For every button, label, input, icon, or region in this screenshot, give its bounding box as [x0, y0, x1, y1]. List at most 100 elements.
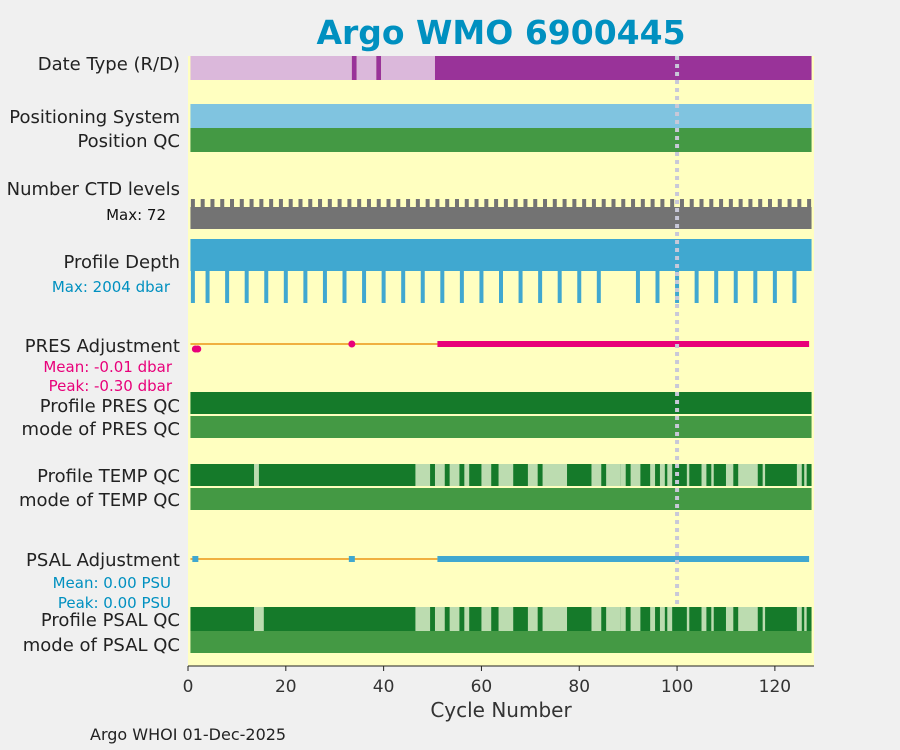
ctd-level-spike — [631, 199, 636, 209]
profile-temp-qc-segment — [498, 464, 514, 486]
ctd-level-spike — [777, 199, 782, 209]
psal-peak-annotation: Peak: 0.00 PSU — [58, 594, 171, 612]
psal-mean-annotation: Mean: 0.00 PSU — [53, 574, 171, 592]
ctd-level-spike — [689, 199, 694, 209]
row-label: Profile PRES QC — [40, 396, 180, 417]
ctd-level-spike — [210, 199, 215, 209]
ctd-level-spike — [366, 199, 371, 209]
ctd-level-spike — [543, 199, 548, 209]
x-tick-label: 0 — [183, 677, 194, 697]
profile-psal-qc-segment — [659, 607, 665, 631]
profile-psal-qc-segment — [804, 607, 807, 631]
ctd-level-spike — [503, 199, 508, 209]
profile-psal-qc-segment — [738, 607, 758, 631]
profile-psal-qc-segment — [415, 607, 431, 631]
pres-adjustment-point — [348, 340, 356, 348]
ctd-level-spike — [748, 199, 753, 209]
profile-psal-qc-segment — [449, 607, 460, 631]
profile-depth-spike — [283, 269, 288, 303]
ctd-level-spike — [611, 199, 616, 209]
ctd-level-spike — [347, 199, 352, 209]
profile-psal-qc-segment — [254, 607, 264, 631]
profile-temp-qc-segment — [686, 464, 690, 486]
x-axis-label: Cycle Number — [430, 698, 572, 722]
profile-psal-qc-segment — [498, 607, 514, 631]
profile-depth-spike — [303, 269, 308, 303]
row-label: mode of PSAL QC — [23, 635, 180, 656]
ctd-level-spike — [239, 199, 244, 209]
profile-psal-qc-segment — [711, 607, 714, 631]
profile-psal-qc-segment — [591, 607, 602, 631]
row-label: mode of PRES QC — [22, 419, 180, 440]
profile-psal-qc-segment — [481, 607, 492, 631]
data-mode-segment — [356, 56, 377, 80]
profile-depth-spike — [362, 269, 367, 303]
profile-temp-qc-segment — [711, 464, 714, 486]
ctd-max-annotation: Max: 72 — [106, 206, 166, 224]
data-mode-segment — [434, 56, 812, 80]
ctd-level-spike — [484, 199, 489, 209]
x-tick-label: 60 — [471, 677, 493, 697]
ctd-level-spike — [190, 199, 195, 209]
mode-temp-qc-bar — [190, 488, 812, 510]
profile-depth-spike — [401, 269, 406, 303]
profile-temp-qc-segment — [620, 464, 626, 486]
ctd-level-spike — [200, 199, 205, 209]
ctd-level-spike — [738, 199, 743, 209]
ctd-level-spike — [709, 199, 714, 209]
ctd-level-spike — [435, 199, 440, 209]
profile-depth-spike — [499, 269, 503, 303]
profile-temp-qc-segment — [667, 464, 673, 486]
ctd-level-spike — [494, 199, 499, 209]
ctd-level-spike — [728, 199, 733, 209]
ctd-level-spike — [767, 199, 772, 209]
profile-depth-spike — [322, 269, 327, 303]
row-label: Positioning System — [9, 107, 180, 128]
row-label: Number CTD levels — [7, 179, 180, 200]
mode-psal-qc-bar — [190, 631, 812, 653]
profile-temp-qc-segment — [481, 464, 492, 486]
x-tick-label: 80 — [568, 677, 590, 697]
ctd-level-spike — [670, 199, 675, 209]
profile-temp-qc-segment — [606, 464, 621, 486]
profile-psal-qc-segment — [650, 607, 656, 631]
profile-depth-spike — [205, 269, 210, 303]
row-label: Profile TEMP QC — [37, 466, 180, 487]
ctd-level-spike — [533, 199, 538, 209]
profile-depth-spike — [518, 269, 523, 303]
ctd-level-spike — [415, 199, 420, 209]
ctd-level-spike — [425, 199, 430, 209]
profile-psal-qc-segment — [527, 607, 538, 631]
ctd-level-spike — [298, 199, 303, 209]
profile-psal-qc-segment — [701, 607, 707, 631]
ctd-levels-base — [190, 207, 812, 229]
ctd-level-spike — [797, 199, 802, 209]
ctd-level-spike — [454, 199, 459, 209]
depth-max-annotation: Max: 2004 dbar — [52, 278, 171, 296]
psal-adjustment-point — [192, 556, 199, 562]
profile-temp-qc-segment — [659, 464, 665, 486]
profile-temp-qc-segment — [415, 464, 431, 486]
ctd-level-spike — [308, 199, 313, 209]
psal-adjustment-point — [348, 556, 355, 562]
ctd-level-spike — [386, 199, 391, 209]
profile-pres-qc-bar — [190, 392, 812, 414]
ctd-level-spike — [220, 199, 225, 209]
ctd-level-spike — [650, 199, 655, 209]
profile-temp-qc-segment — [796, 464, 802, 486]
ctd-level-spike — [269, 199, 274, 209]
profile-depth-spike — [733, 269, 738, 303]
profile-psal-qc-segment — [620, 607, 626, 631]
profile-temp-qc-segment — [254, 464, 259, 486]
ctd-level-spike — [249, 199, 254, 209]
row-label: PSAL Adjustment — [26, 550, 180, 571]
profile-depth-spike — [596, 269, 601, 303]
ctd-level-spike — [406, 199, 411, 209]
profile-psal-qc-segment — [542, 607, 568, 631]
ctd-level-spike — [582, 199, 587, 209]
profile-depth-spike — [342, 269, 347, 303]
profile-depth-spike — [714, 269, 719, 303]
ctd-level-spike — [464, 199, 469, 209]
ctd-level-spike — [807, 199, 812, 209]
